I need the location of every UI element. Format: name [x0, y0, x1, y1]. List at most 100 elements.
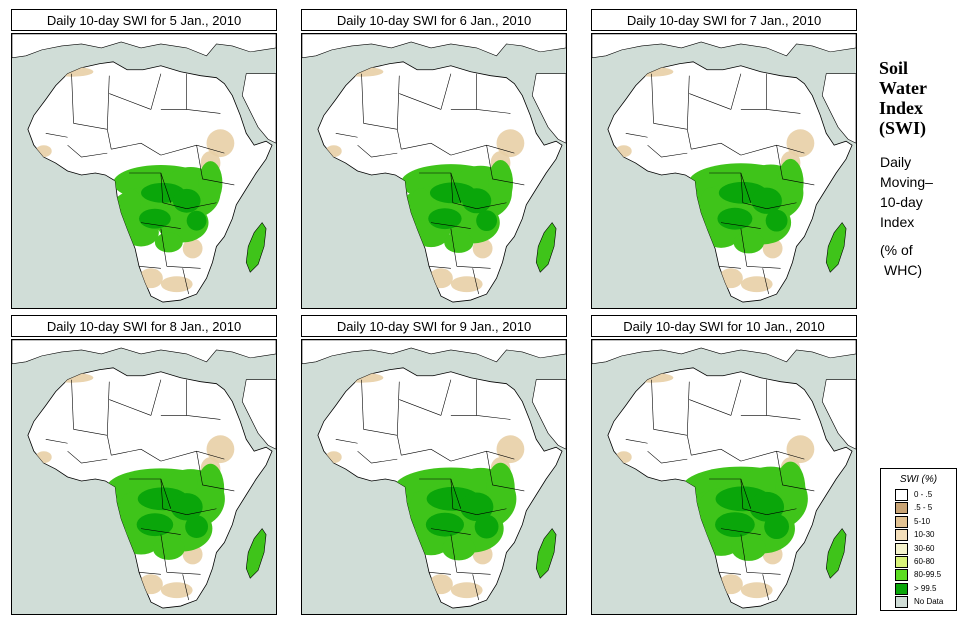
legend-swatch: [895, 489, 908, 501]
arabia-landmass: [821, 379, 856, 450]
figure-subtitle-line: Moving–: [880, 174, 933, 190]
figure-subtitle: Daily Moving– 10-day Index: [880, 152, 966, 232]
country-border: [766, 109, 801, 114]
legend-label: 60-80: [914, 557, 935, 566]
country-border: [335, 438, 358, 444]
country-border: [150, 73, 162, 110]
wet-region: [196, 463, 225, 515]
africa-map-svg: [302, 34, 566, 308]
madagascar: [825, 222, 847, 273]
very-wet-region: [715, 512, 755, 538]
country-border: [140, 528, 181, 535]
country-border: [150, 379, 162, 416]
country-border: [109, 93, 152, 110]
country-border: [111, 448, 162, 462]
country-border: [401, 142, 452, 156]
legend-swatch: [895, 556, 908, 568]
wet-region: [442, 536, 476, 561]
legend-swatch: [895, 502, 908, 515]
country-border: [361, 73, 364, 124]
europe-landmass: [12, 34, 276, 59]
country-border: [401, 448, 452, 462]
country-border: [691, 448, 742, 462]
wet-region: [486, 462, 515, 516]
arabia-landmass: [821, 73, 856, 144]
panel-title: Daily 10-day SWI for 8 Jan., 2010: [11, 315, 277, 337]
legend-label: 80-99.5: [914, 570, 942, 580]
wet-region: [410, 188, 432, 218]
country-border: [476, 109, 511, 114]
country-border: [440, 73, 452, 110]
figure-unit-line: WHC): [884, 262, 923, 278]
panel-title: Daily 10-day SWI for 7 Jan., 2010: [591, 9, 857, 31]
country-border: [429, 572, 451, 575]
country-border: [186, 415, 221, 420]
europe-landmass: [12, 340, 276, 365]
panel-title: Daily 10-day SWI for 10 Jan., 2010: [591, 315, 857, 337]
country-border: [396, 435, 402, 456]
legend-label: > 99.5: [914, 583, 937, 593]
country-border: [139, 572, 161, 575]
very-wet-region: [460, 492, 494, 522]
legend-swatch: [895, 582, 908, 595]
dry-region: [472, 238, 493, 259]
country-border: [396, 75, 400, 130]
panel-title: Daily 10-day SWI for 6 Jan., 2010: [301, 9, 567, 31]
country-border: [686, 129, 692, 150]
figure-title-line: (SWI): [879, 118, 927, 138]
country-border: [71, 73, 74, 124]
country-border: [140, 222, 181, 229]
country-border: [160, 172, 187, 210]
country-border: [766, 202, 797, 210]
figure-subtitle-line: 10-day: [880, 194, 923, 210]
country-border: [472, 268, 479, 295]
country-border: [653, 429, 688, 436]
country-border: [73, 429, 108, 436]
europe-landmass: [302, 34, 566, 59]
country-border: [740, 478, 767, 516]
africa-map-svg: [12, 340, 276, 614]
africa-map: [591, 33, 857, 309]
madagascar: [245, 528, 267, 579]
very-wet-region: [139, 208, 171, 229]
africa-map: [11, 33, 277, 309]
dry-region: [450, 582, 483, 599]
country-border: [430, 222, 471, 229]
very-wet-region: [764, 514, 790, 540]
country-border: [686, 435, 692, 456]
country-border: [450, 172, 477, 210]
country-border: [45, 438, 68, 444]
country-border: [182, 268, 189, 295]
country-border: [730, 73, 742, 110]
wet-region: [121, 188, 142, 217]
legend-label: 30-60: [914, 543, 935, 553]
country-border: [357, 144, 398, 158]
very-wet-region: [749, 491, 785, 522]
very-wet-region: [462, 188, 492, 214]
country-border: [472, 574, 479, 601]
country-border: [719, 572, 741, 575]
country-border: [486, 145, 525, 186]
country-border: [106, 75, 110, 130]
figure-title-line: Soil: [879, 58, 909, 78]
legend-label: 0 - .5: [914, 490, 933, 499]
arabia-landmass: [241, 379, 276, 450]
country-border: [186, 508, 217, 516]
wet-region: [731, 536, 767, 561]
country-border: [689, 93, 732, 110]
country-border: [186, 109, 221, 114]
country-border: [440, 379, 452, 416]
country-border: [361, 379, 364, 430]
legend-label: 5-10: [914, 516, 931, 526]
panel-title: Daily 10-day SWI for 5 Jan., 2010: [11, 9, 277, 31]
wet-region: [733, 231, 765, 254]
very-wet-region: [476, 210, 498, 232]
country-border: [186, 202, 217, 210]
country-border: [776, 451, 815, 492]
country-border: [106, 435, 112, 456]
country-border: [653, 123, 688, 130]
dry-region: [740, 582, 773, 599]
very-wet-region: [428, 208, 462, 230]
country-border: [196, 145, 235, 186]
country-border: [719, 266, 741, 269]
